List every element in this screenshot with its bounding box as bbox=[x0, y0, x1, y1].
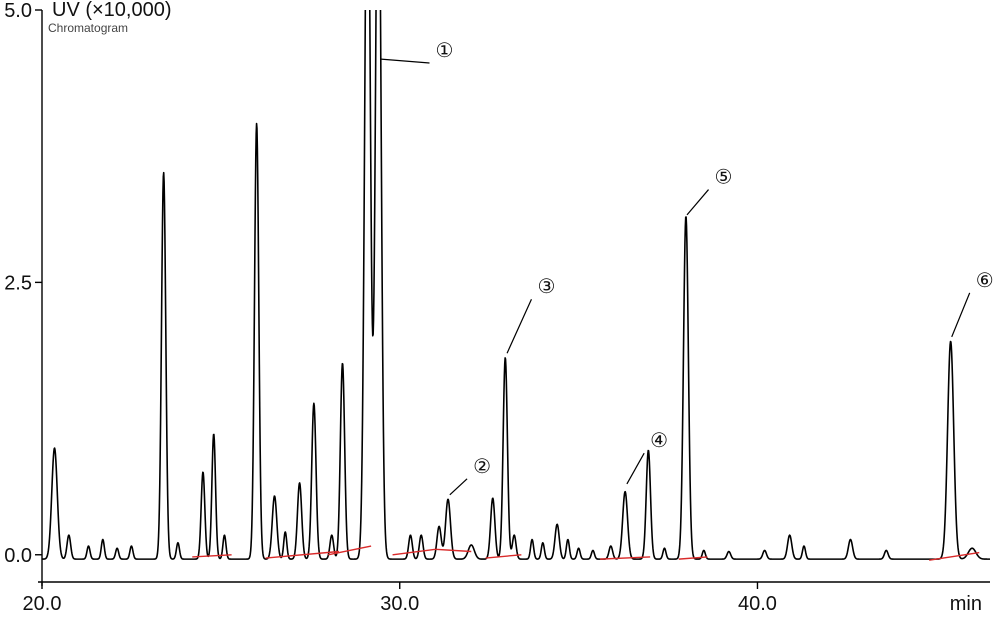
baseline-segment bbox=[929, 553, 979, 561]
annotation-leader-6 bbox=[952, 293, 970, 337]
peak-label-3: ③ bbox=[537, 276, 555, 298]
chart-svg: 0.0 2.5 5.0 20.0 30.0 40.0 UV (×10,000)Chromat… bbox=[0, 0, 1000, 633]
x-axis-label: min bbox=[950, 593, 982, 615]
peak-label-5: ⑤ bbox=[715, 167, 733, 189]
annotation-leader-2 bbox=[450, 479, 467, 495]
peak-label-4: ④ bbox=[650, 430, 668, 452]
x-tick-label: 40.0 bbox=[738, 593, 777, 615]
annotation-leader-1 bbox=[380, 59, 429, 63]
y-axis-label: UV (×10,000) bbox=[52, 0, 172, 21]
peak-label-1: ① bbox=[436, 40, 454, 62]
chromatogram-trace bbox=[42, 0, 990, 559]
x-tick-label: 20.0 bbox=[23, 593, 62, 615]
chromatogram-chart: 0.0 2.5 5.0 20.0 30.0 40.0 UV (×10,000)Chromat… bbox=[0, 0, 1000, 633]
peak-label-2: ② bbox=[473, 456, 491, 478]
x-tick-label: 30.0 bbox=[380, 593, 419, 615]
baseline-segment bbox=[486, 555, 522, 558]
peak-label-6: ⑥ bbox=[976, 270, 994, 292]
annotation-leader-5 bbox=[687, 190, 709, 215]
y-tick-label: 5.0 bbox=[4, 0, 32, 22]
annotation-leader-3 bbox=[507, 299, 531, 353]
y-tick-label: 2.5 bbox=[4, 272, 32, 294]
annotation-leader-4 bbox=[627, 453, 644, 484]
y-tick-label: 0.0 bbox=[4, 545, 32, 567]
chart-subtitle: Chromatogram bbox=[48, 21, 128, 35]
